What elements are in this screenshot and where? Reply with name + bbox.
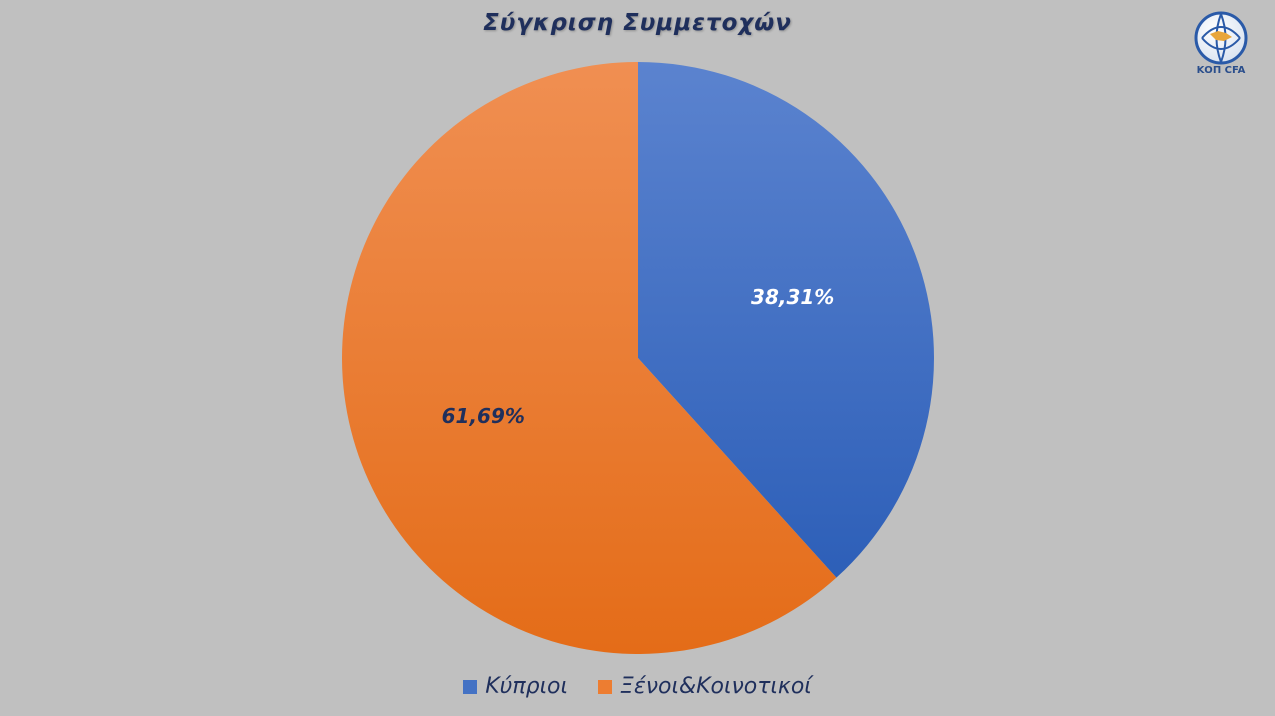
pie-slice-foreigners: [342, 62, 837, 655]
federation-logo: ΚΟΠ CFA: [1188, 8, 1254, 80]
legend-label-cypriots: Κύπριοι: [485, 674, 568, 699]
logo-caption: ΚΟΠ CFA: [1196, 65, 1246, 76]
chart-legend: Κύπριοι Ξένοι&Κοινοτικοί: [0, 674, 1275, 699]
soccer-ball-icon: [1194, 11, 1248, 65]
chart-title: Σύγκριση Συμμετοχών: [483, 10, 792, 36]
legend-item-cypriots: Κύπριοι: [463, 674, 568, 699]
legend-label-foreigners: Ξένοι&Κοινοτικοί: [619, 674, 812, 699]
pie-slice-cypriots: [638, 62, 935, 578]
data-label-cypriots: 38,31%: [751, 285, 834, 309]
legend-swatch-cypriots: [463, 679, 478, 694]
legend-item-foreigners: Ξένοι&Κοινοτικοί: [597, 674, 812, 699]
legend-swatch-foreigners: [597, 679, 612, 694]
data-label-foreigners: 61,69%: [442, 404, 525, 428]
